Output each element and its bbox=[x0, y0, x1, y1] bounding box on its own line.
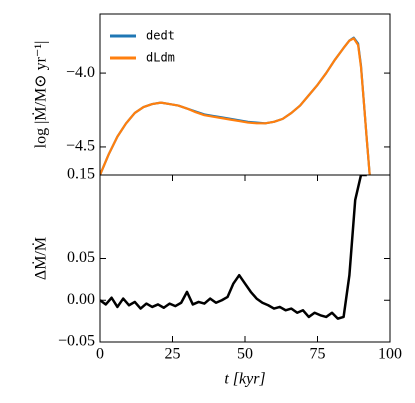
y-axis-label: ΔṀ/Ṁ bbox=[32, 237, 50, 280]
axes-frame bbox=[99, 13, 391, 176]
data-line bbox=[100, 37, 371, 175]
axes-frame bbox=[99, 174, 391, 343]
x-tick-label: 50 bbox=[237, 346, 253, 363]
y-tick-label: −0.05 bbox=[58, 333, 95, 350]
x-tick-label: 25 bbox=[165, 346, 181, 363]
x-tick-label: 100 bbox=[378, 346, 402, 363]
plot-area bbox=[100, 36, 371, 175]
data-line bbox=[100, 175, 367, 320]
y-tick-label: 0.00 bbox=[67, 291, 95, 308]
legend-label: dLdm bbox=[146, 51, 175, 65]
y-axis-label: log |Ṁ/M⊙ yr⁻¹| bbox=[32, 41, 50, 149]
data-line bbox=[100, 36, 371, 175]
legend-label: dedt bbox=[146, 29, 175, 43]
y-tick-label: −4.5 bbox=[66, 138, 95, 155]
y-tick-label: 0.15 bbox=[67, 166, 95, 183]
x-tick-label: 75 bbox=[310, 346, 326, 363]
x-axis-label: t [kyr] bbox=[224, 371, 265, 388]
y-tick-label: −4.0 bbox=[66, 64, 95, 81]
x-tick-label: 0 bbox=[96, 346, 104, 363]
plot-area bbox=[100, 175, 367, 320]
y-tick-label: 0.05 bbox=[67, 249, 95, 266]
